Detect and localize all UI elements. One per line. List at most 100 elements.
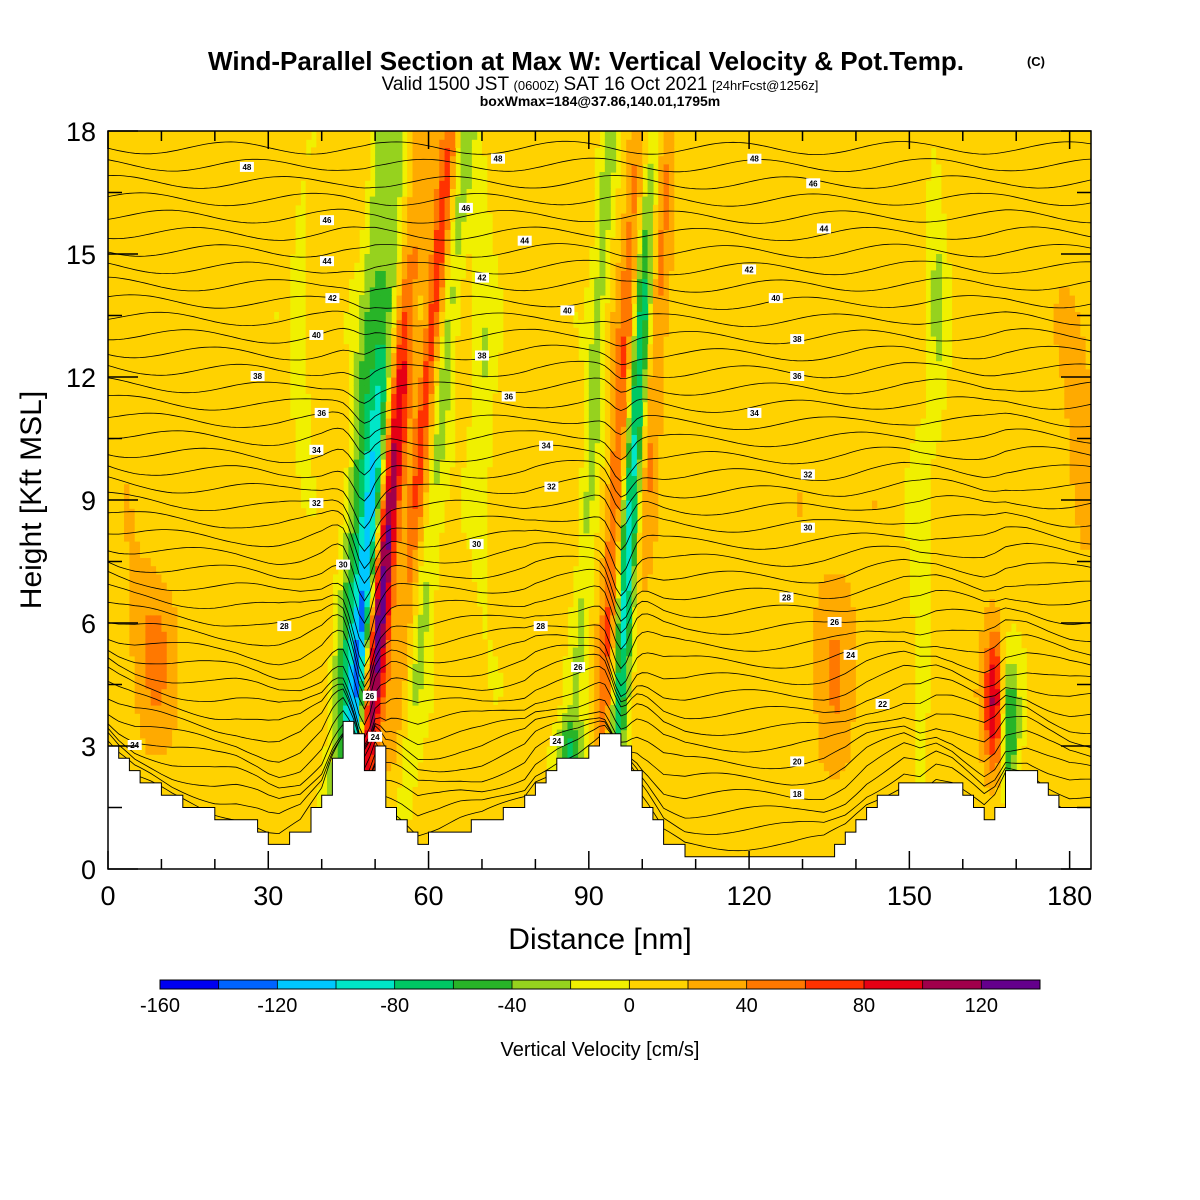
field-cell: [150, 131, 157, 140]
field-cell: [305, 254, 312, 263]
field-cell: [294, 147, 301, 157]
field-cell: [294, 746, 301, 755]
field-cell: [337, 475, 344, 485]
field-cell: [150, 401, 157, 411]
field-cell: [385, 705, 392, 714]
field-cell: [156, 311, 163, 321]
field-cell: [108, 286, 114, 296]
field-cell: [391, 377, 398, 386]
field-cell: [273, 131, 280, 140]
field-cell: [118, 393, 125, 403]
field-cell: [396, 778, 403, 788]
field-cell: [220, 483, 227, 493]
field-cell: [134, 754, 141, 763]
field-cell: [343, 196, 350, 206]
field-cell: [401, 196, 408, 206]
field-cell: [273, 828, 280, 837]
field-cell: [423, 426, 430, 435]
field-cell: [177, 664, 184, 673]
field-cell: [230, 163, 237, 173]
field-cell: [412, 147, 419, 157]
field-cell: [305, 131, 312, 140]
field-cell: [401, 483, 408, 493]
field-cell: [278, 688, 285, 698]
field-cell: [150, 582, 157, 591]
field-cell: [385, 590, 392, 599]
field-cell: [364, 483, 371, 493]
field-cell: [311, 418, 317, 427]
field-cell: [124, 295, 130, 304]
field-cell: [369, 262, 376, 271]
field-cell: [262, 508, 269, 517]
field-cell: [241, 131, 248, 140]
field-cell: [257, 500, 264, 509]
field-cell: [300, 639, 307, 649]
field-cell: [150, 459, 157, 468]
field-cell: [327, 475, 333, 485]
field-cell: [220, 237, 227, 247]
field-cell: [257, 770, 264, 780]
field-cell: [294, 475, 301, 485]
field-cell: [172, 336, 179, 345]
field-cell: [204, 737, 211, 747]
field-cell: [401, 491, 408, 501]
field-cell: [401, 336, 408, 345]
field-cell: [246, 418, 253, 427]
field-cell: [316, 746, 323, 755]
field-cell: [177, 229, 184, 239]
field-cell: [343, 385, 350, 394]
field-cell: [209, 459, 216, 468]
field-cell: [177, 532, 184, 542]
field-cell: [140, 221, 146, 230]
field-cell: [150, 541, 157, 550]
field-cell: [193, 688, 200, 698]
field-cell: [124, 590, 130, 599]
field-cell: [262, 631, 269, 640]
field-cell: [204, 746, 211, 755]
field-cell: [353, 352, 360, 362]
field-cell: [284, 746, 291, 755]
field-cell: [150, 532, 157, 542]
field-cell: [177, 500, 184, 509]
field-cell: [166, 737, 173, 747]
field-cell: [321, 647, 328, 657]
field-cell: [140, 270, 146, 280]
field-cell: [230, 459, 237, 468]
field-cell: [161, 295, 168, 304]
field-cell: [140, 229, 146, 239]
field-cell: [417, 286, 424, 296]
field-cell: [177, 286, 184, 296]
field-cell: [230, 131, 237, 140]
field-cell: [396, 762, 403, 772]
field-cell: [401, 286, 408, 296]
field-cell: [257, 221, 264, 230]
field-cell: [166, 254, 173, 263]
field-cell: [172, 532, 179, 542]
field-cell: [134, 377, 141, 386]
field-cell: [396, 401, 403, 411]
field-cell: [236, 418, 243, 427]
field-cell: [134, 565, 141, 575]
field-cell: [198, 254, 205, 263]
field-cell: [220, 524, 227, 534]
field-cell: [193, 196, 200, 206]
field-cell: [124, 360, 130, 370]
field-cell: [417, 409, 424, 419]
field-cell: [332, 557, 339, 567]
field-cell: [278, 450, 285, 460]
field-cell: [278, 778, 285, 788]
valid-time-line: Valid 1500 JST (0600Z) SAT 16 Oct 2021 […: [382, 74, 819, 95]
field-cell: [353, 139, 360, 148]
field-cell: [225, 155, 232, 165]
field-cell: [289, 590, 296, 599]
field-cell: [129, 245, 136, 255]
field-cell: [353, 229, 360, 239]
field-cell: [364, 360, 371, 370]
field-cell: [230, 664, 237, 673]
field-cell: [359, 188, 366, 198]
field-cell: [294, 582, 301, 591]
field-cell: [177, 188, 184, 198]
field-cell: [118, 475, 125, 485]
field-cell: [391, 450, 398, 460]
field-cell: [407, 614, 414, 624]
